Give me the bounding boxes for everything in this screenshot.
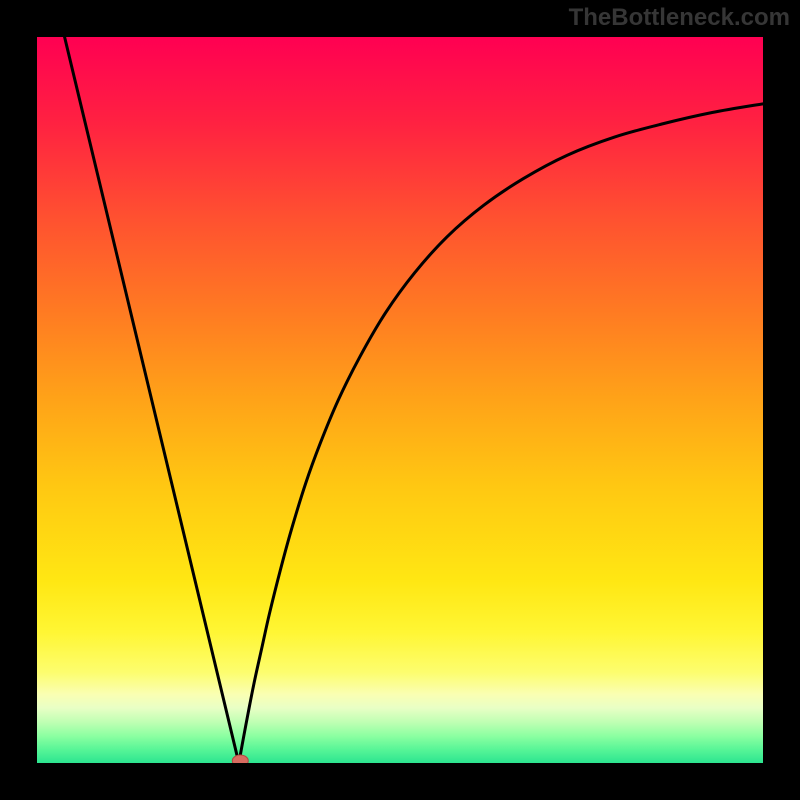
plot-area (37, 37, 763, 763)
watermark-text: TheBottleneck.com (569, 4, 790, 32)
background-gradient (37, 37, 763, 763)
